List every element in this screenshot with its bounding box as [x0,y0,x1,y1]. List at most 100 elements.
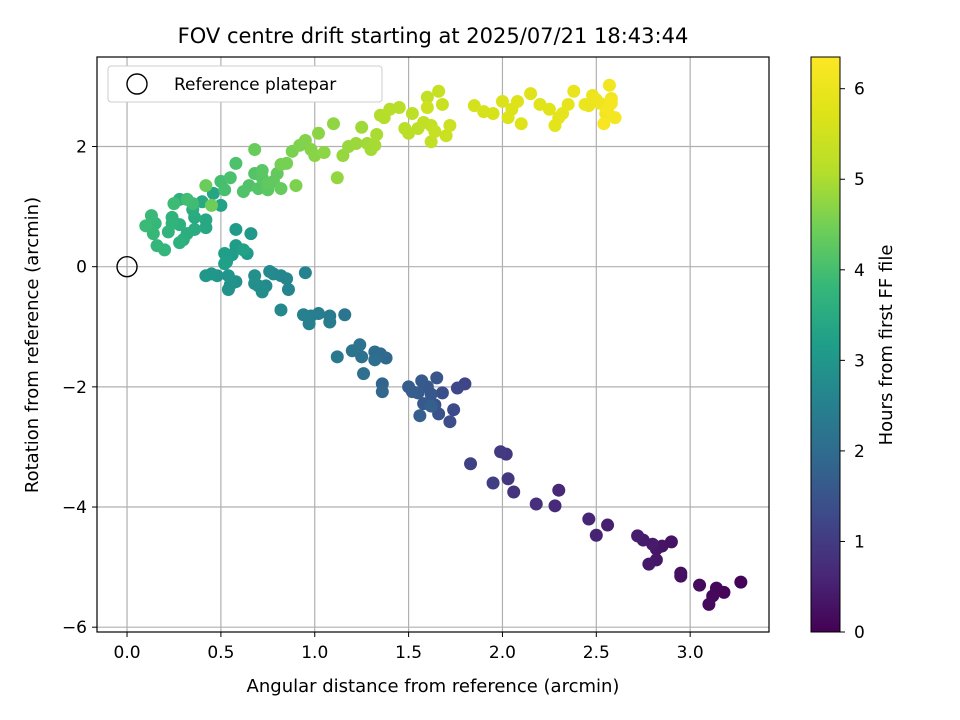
data-point [507,485,521,499]
data-point [548,499,562,513]
data-point [218,183,232,197]
data-point [173,236,187,250]
colorbar [810,56,841,633]
data-point [420,100,434,114]
data-point [161,225,175,239]
x-tick-label: 0.0 [114,643,141,663]
data-point [524,87,538,101]
data-points [139,78,748,611]
x-tick-label: 1.5 [395,643,422,663]
data-point [139,219,153,233]
data-point [280,156,294,170]
data-point [443,118,457,132]
reference-point [116,255,138,278]
data-point [236,243,250,257]
data-point [330,171,344,185]
data-point [589,528,603,542]
data-point [338,308,352,322]
data-point [674,569,688,583]
data-point [223,171,237,185]
data-point [693,578,707,592]
y-tick-label: −2 [62,378,87,398]
data-point [357,367,371,381]
data-point [349,137,363,151]
y-axis-ticks: −6 −4 −2 0 2 [62,138,97,638]
data-point [317,146,331,160]
data-point [567,84,581,98]
x-tick-label: 1.0 [301,643,328,663]
colorbar-ticks: 0 1 2 3 4 5 6 [840,80,865,643]
data-point [199,221,213,235]
plot-background [97,57,769,632]
data-point [144,209,158,223]
data-point [542,102,556,116]
colorbar-tick-label: 2 [854,442,865,462]
data-point [561,97,575,111]
x-axis-ticks: 0.0 0.5 1.0 1.5 2.0 2.5 3.0 [114,632,704,663]
plot-frame [96,56,770,633]
data-point [199,179,213,193]
data-point [244,227,258,241]
colorbar-label: Hours from first FF file [876,245,897,446]
data-point [552,483,566,497]
data-point [464,457,478,471]
data-point [601,102,615,116]
data-point [447,403,461,417]
colorbar-tick-label: 6 [854,80,865,100]
x-tick-label: 2.0 [489,643,516,663]
data-point [430,371,444,385]
data-point [263,264,277,278]
data-point [435,386,449,400]
data-point [450,381,464,395]
data-point [368,353,382,367]
data-point [582,512,596,526]
data-point [597,117,611,131]
y-tick-label: 0 [76,258,87,278]
x-tick-label: 2.5 [583,643,610,663]
data-point [220,255,234,269]
y-axis-label: Rotation from reference (arcmin) [22,197,43,493]
data-point [439,129,453,143]
data-point [486,106,500,120]
colorbar-tick-label: 4 [854,261,865,281]
data-point [345,344,359,358]
data-point [415,374,429,388]
data-point [180,192,194,206]
data-point [601,518,615,532]
data-point [424,399,438,413]
data-point [323,315,337,329]
data-point [167,197,181,211]
data-point [274,182,288,196]
reference-platepar-marker [116,255,138,278]
data-point [602,78,616,92]
data-point [255,164,269,178]
data-point [432,84,446,98]
data-point [221,269,235,283]
data-point [734,575,748,589]
data-point [221,283,235,297]
data-point [413,409,427,423]
data-point [281,283,295,297]
chart-title: FOV centre drift starting at 2025/07/21 … [178,24,689,48]
data-point [370,128,384,142]
data-point [248,143,262,157]
data-point [501,472,515,486]
data-point [330,350,344,364]
data-point [402,380,416,394]
colorbar-tick-label: 0 [854,623,865,643]
data-point [702,597,716,611]
data-point [214,198,228,212]
data-point [355,120,369,134]
data-point [420,90,434,104]
x-axis-label: Angular distance from reference (arcmin) [247,676,620,697]
data-point [467,99,481,113]
data-point [392,100,406,114]
y-tick-label: −4 [62,498,87,518]
data-point [631,529,645,543]
data-point [424,135,438,149]
data-point [368,138,382,152]
data-point [514,117,528,131]
data-point [289,179,303,193]
data-point [642,557,656,571]
